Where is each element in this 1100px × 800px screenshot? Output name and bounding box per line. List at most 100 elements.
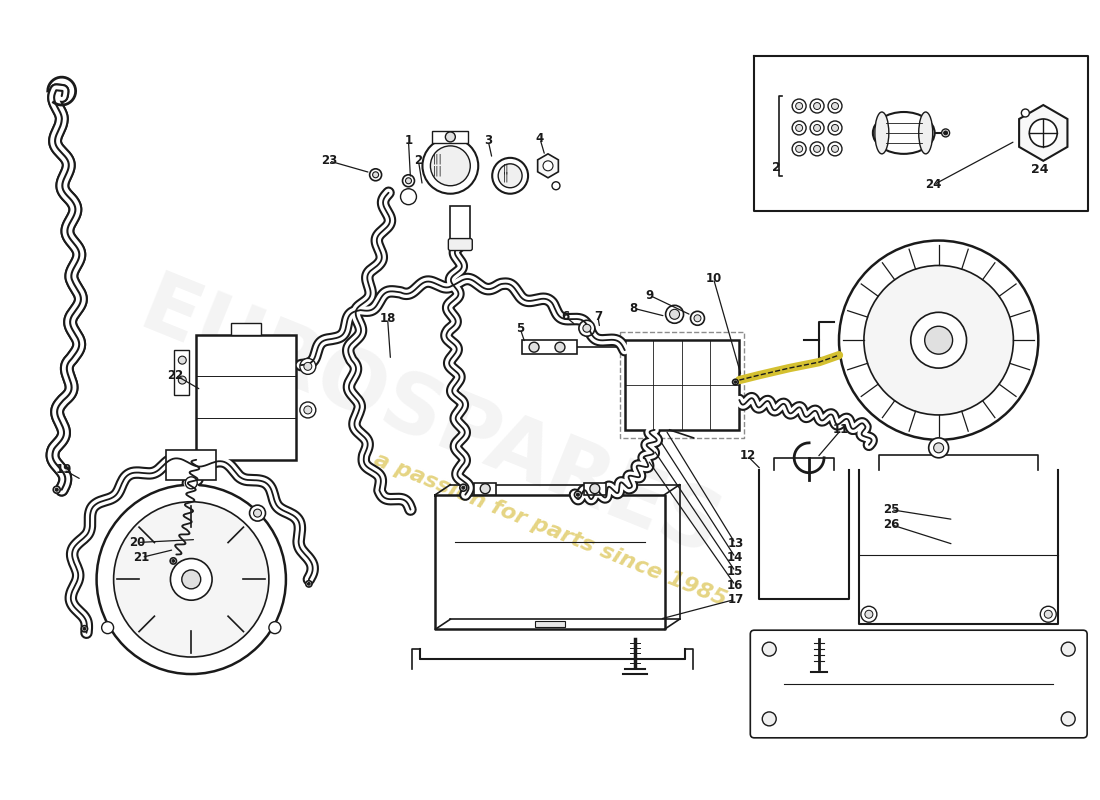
Text: 19: 19 (55, 463, 72, 476)
Circle shape (253, 509, 262, 517)
Circle shape (300, 358, 316, 374)
Text: ||: || (503, 172, 509, 182)
Circle shape (762, 712, 777, 726)
Circle shape (810, 142, 824, 156)
Circle shape (422, 138, 478, 194)
Circle shape (832, 146, 838, 152)
Circle shape (430, 146, 471, 186)
Text: 16: 16 (727, 579, 744, 592)
Circle shape (670, 310, 680, 319)
Circle shape (666, 306, 683, 323)
Text: 11: 11 (833, 423, 849, 436)
Circle shape (306, 581, 312, 587)
Bar (522, 340, 576, 354)
Circle shape (691, 311, 704, 326)
Text: 26: 26 (882, 518, 899, 531)
Circle shape (928, 438, 948, 458)
Text: 24: 24 (1032, 162, 1048, 176)
Circle shape (832, 125, 838, 131)
Text: 22: 22 (167, 369, 184, 382)
Text: EUROSPARES: EUROSPARES (129, 266, 733, 574)
Circle shape (84, 627, 86, 630)
Circle shape (828, 121, 842, 135)
Circle shape (172, 559, 175, 562)
Circle shape (556, 342, 565, 352)
Circle shape (304, 406, 311, 414)
Circle shape (911, 312, 967, 368)
Circle shape (498, 164, 522, 188)
Circle shape (182, 570, 200, 589)
Circle shape (579, 320, 595, 336)
Circle shape (944, 131, 947, 135)
FancyBboxPatch shape (449, 238, 472, 250)
Circle shape (814, 102, 821, 110)
Text: 6: 6 (561, 310, 569, 322)
Circle shape (446, 132, 455, 142)
Circle shape (308, 582, 310, 586)
Circle shape (373, 172, 378, 178)
Circle shape (792, 142, 806, 156)
Text: 20: 20 (130, 536, 145, 549)
Bar (196, 335, 296, 460)
Text: |||: ||| (432, 154, 442, 164)
Circle shape (403, 174, 415, 186)
Bar (166, 450, 217, 480)
Bar (432, 131, 469, 143)
Circle shape (543, 161, 553, 170)
Circle shape (460, 484, 466, 491)
Circle shape (864, 266, 1013, 415)
Circle shape (529, 342, 539, 352)
Text: 24: 24 (925, 178, 942, 191)
Ellipse shape (918, 112, 933, 154)
Circle shape (268, 622, 280, 634)
Polygon shape (1019, 105, 1067, 161)
Text: 1: 1 (405, 134, 412, 147)
Text: 3: 3 (484, 134, 493, 147)
Circle shape (170, 558, 212, 600)
Circle shape (861, 606, 877, 622)
Circle shape (925, 326, 953, 354)
Circle shape (1030, 119, 1057, 147)
Circle shape (481, 484, 491, 494)
Circle shape (814, 146, 821, 152)
Text: 13: 13 (727, 537, 744, 550)
Circle shape (55, 488, 58, 491)
Circle shape (814, 125, 821, 131)
Polygon shape (538, 154, 559, 178)
Text: 14: 14 (727, 551, 744, 564)
Text: 9: 9 (646, 289, 653, 302)
Circle shape (832, 102, 838, 110)
Circle shape (576, 493, 580, 496)
Circle shape (810, 99, 824, 113)
Circle shape (552, 182, 560, 190)
Circle shape (1044, 610, 1053, 618)
Circle shape (942, 129, 949, 137)
Circle shape (101, 622, 113, 634)
Text: 4: 4 (536, 133, 544, 146)
Circle shape (865, 610, 873, 618)
Circle shape (795, 125, 803, 131)
Circle shape (828, 99, 842, 113)
Circle shape (400, 189, 417, 205)
Circle shape (810, 121, 824, 135)
Text: a passion for parts since 1985: a passion for parts since 1985 (371, 450, 729, 610)
Circle shape (250, 505, 265, 521)
Text: 7: 7 (594, 310, 602, 322)
Text: 2: 2 (415, 154, 422, 167)
Text: 21: 21 (133, 551, 150, 564)
Bar (450, 206, 471, 243)
Circle shape (406, 178, 411, 184)
Circle shape (792, 121, 806, 135)
Bar (231, 323, 261, 335)
Circle shape (178, 356, 186, 364)
Circle shape (97, 485, 286, 674)
Circle shape (934, 443, 944, 453)
Text: 5: 5 (516, 322, 525, 334)
Circle shape (53, 486, 60, 493)
Circle shape (734, 381, 737, 383)
Circle shape (370, 169, 382, 181)
Circle shape (81, 626, 88, 632)
Circle shape (762, 642, 777, 656)
Circle shape (574, 491, 582, 498)
Bar (174, 350, 189, 395)
